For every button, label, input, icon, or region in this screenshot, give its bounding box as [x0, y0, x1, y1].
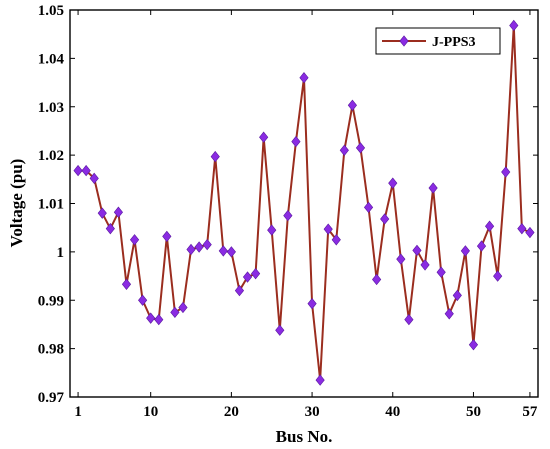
legend-entry-label: J-PPS3: [432, 35, 476, 50]
data-point: [380, 213, 390, 225]
x-tick-label: 57: [522, 404, 538, 420]
data-point: [420, 259, 430, 271]
data-point: [162, 230, 172, 243]
data-point: [509, 19, 519, 32]
data-point: [315, 374, 325, 386]
y-tick-label: 1.01: [38, 197, 64, 213]
x-axis-title: Bus No.: [276, 427, 333, 446]
data-point: [251, 267, 261, 280]
data-point: [105, 222, 115, 235]
data-point: [372, 273, 382, 286]
data-point: [283, 209, 293, 222]
data-point: [194, 241, 204, 253]
data-point: [476, 240, 487, 252]
data-point: [154, 313, 164, 326]
plot-frame: [69, 9, 539, 398]
data-point: [485, 220, 495, 232]
data-point: [388, 177, 398, 189]
data-point: [339, 144, 349, 156]
data-point: [242, 271, 253, 283]
data-point: [73, 164, 83, 177]
data-point: [146, 312, 156, 324]
data-point: [202, 238, 212, 251]
data-point: [525, 226, 535, 239]
legend-marker-sample: [399, 35, 409, 47]
data-point: [347, 99, 357, 111]
data-point: [291, 135, 301, 148]
data-point: [226, 246, 236, 258]
y-tick-label: 0.98: [38, 342, 64, 358]
data-point: [436, 266, 446, 278]
data-point: [444, 308, 454, 320]
y-tick-label: 0.99: [38, 293, 64, 309]
data-point: [97, 207, 107, 219]
data-point: [323, 223, 333, 235]
data-point: [517, 222, 527, 235]
y-tick-label: 0.97: [38, 390, 65, 406]
data-point: [259, 131, 269, 143]
y-tick-label: 1.02: [38, 148, 64, 164]
data-point: [218, 245, 228, 257]
y-tick-label: 1.04: [38, 51, 65, 67]
data-point: [468, 339, 479, 351]
data-point: [331, 234, 341, 246]
y-tick-label: 1.03: [38, 100, 64, 116]
data-point: [81, 164, 91, 177]
data-point: [396, 253, 406, 265]
data-point: [501, 166, 511, 178]
data-point: [129, 234, 140, 246]
x-tick-label: 20: [224, 404, 239, 420]
data-point: [493, 270, 503, 282]
x-tick-label: 10: [143, 404, 158, 420]
data-point: [186, 243, 196, 256]
data-point: [460, 245, 470, 257]
data-point: [89, 172, 99, 185]
x-tick-label: 50: [466, 404, 481, 420]
data-point: [170, 306, 180, 319]
data-point: [363, 201, 374, 214]
data-point: [452, 289, 462, 302]
data-point: [178, 301, 188, 314]
data-point: [355, 142, 366, 154]
data-point: [404, 313, 414, 326]
data-point: [307, 297, 317, 310]
x-tick-label: 1: [74, 404, 82, 420]
data-point: [267, 224, 277, 236]
data-point: [275, 324, 285, 336]
data-point: [210, 150, 220, 163]
y-tick-label: 1.05: [38, 3, 64, 19]
data-point: [299, 72, 309, 84]
data-point: [428, 182, 438, 194]
x-tick-label: 30: [305, 404, 320, 420]
data-point: [412, 244, 422, 257]
y-tick-label: 1: [57, 245, 65, 261]
data-point: [113, 206, 123, 218]
y-axis-title: Voltage (pu): [7, 159, 26, 248]
data-point: [121, 278, 132, 290]
data-point: [138, 294, 148, 306]
x-tick-label: 40: [385, 404, 400, 420]
data-point: [234, 284, 245, 297]
legend: J-PPS3: [375, 27, 501, 55]
